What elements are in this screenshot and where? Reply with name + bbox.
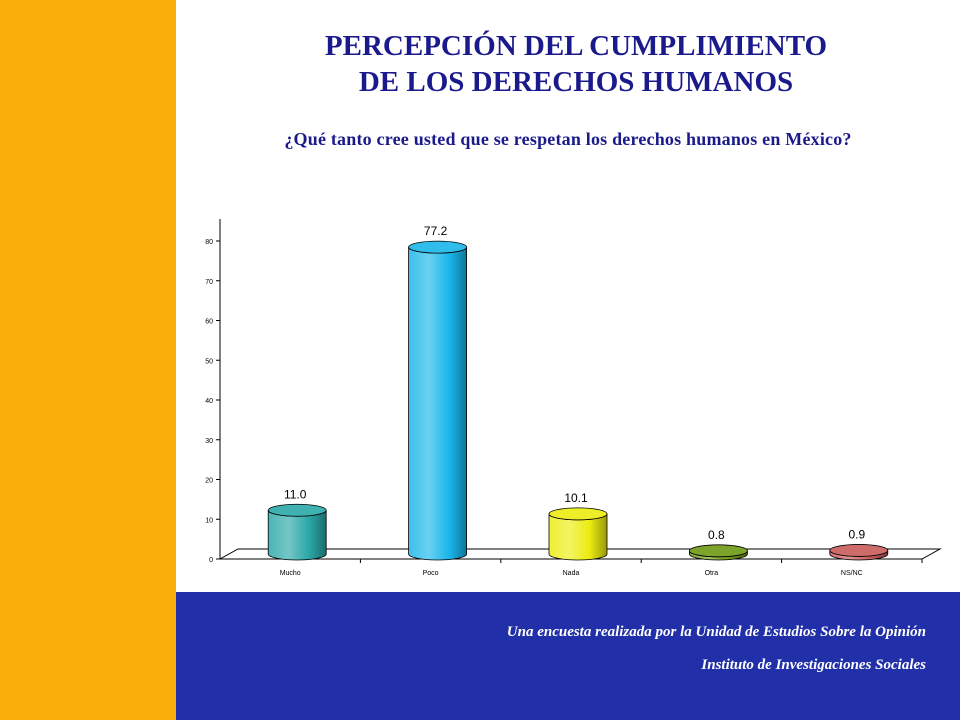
x-tick-label: NS/NC (841, 570, 863, 577)
data-label: 0.8 (708, 528, 725, 542)
footer-institute: Instituto de Investigaciones Sociales (701, 657, 926, 673)
y-tick-label: 0 (209, 557, 213, 564)
page-title: PERCEPCIÓN DEL CUMPLIMIENTO DE LOS DEREC… (176, 28, 960, 100)
y-tick-label: 40 (205, 398, 213, 405)
bar-top-cap (408, 240, 468, 254)
bar-chart-svg: 0 10 20 30 40 50 60 70 80 Mucho Poco Nada Otra NS/NC 1… (205, 219, 942, 577)
title-line-1: PERCEPCIÓN DEL CUMPLIMIENTO (324, 30, 828, 62)
y-tick-label: 30 (205, 438, 213, 445)
x-tick-label: Poco (423, 570, 439, 577)
y-tick-label: 50 (205, 358, 213, 365)
footer-survey-credit: Una encuesta realizada por la Unidad de … (506, 624, 926, 640)
bar-chart: 0 10 20 30 40 50 60 70 80 Mucho Poco Nada Otra NS/NC 1… (176, 200, 960, 592)
data-label: 10.1 (564, 491, 588, 505)
bar-nada (548, 513, 608, 561)
chart-question: ¿Qué tanto cree usted que se respetan lo… (284, 129, 852, 149)
bar-poco (408, 247, 467, 561)
bar-top-cap (829, 544, 889, 557)
y-tick-label: 60 (205, 319, 213, 326)
bar-top-cap (689, 544, 748, 558)
y-tick-label: 20 (205, 478, 213, 485)
y-tick-label: 70 (205, 279, 213, 286)
x-tick-label: Nada (563, 570, 580, 577)
x-tick-label: Mucho (280, 570, 301, 577)
y-tick-label: 80 (205, 239, 213, 246)
bar-mucho (267, 510, 327, 561)
data-label: 11.0 (284, 487, 307, 501)
y-tick-label: 10 (205, 517, 213, 524)
title-line-2: DE LOS DERECHOS HUMANOS (358, 66, 794, 98)
bar-top-cap (548, 507, 608, 521)
data-label: 77.2 (424, 224, 448, 238)
left-sidebar-band (0, 0, 176, 720)
x-tick-label: Otra (705, 570, 719, 577)
data-label: 0.9 (848, 527, 865, 541)
bar-top-cap (267, 503, 327, 517)
footer-band (176, 592, 960, 720)
